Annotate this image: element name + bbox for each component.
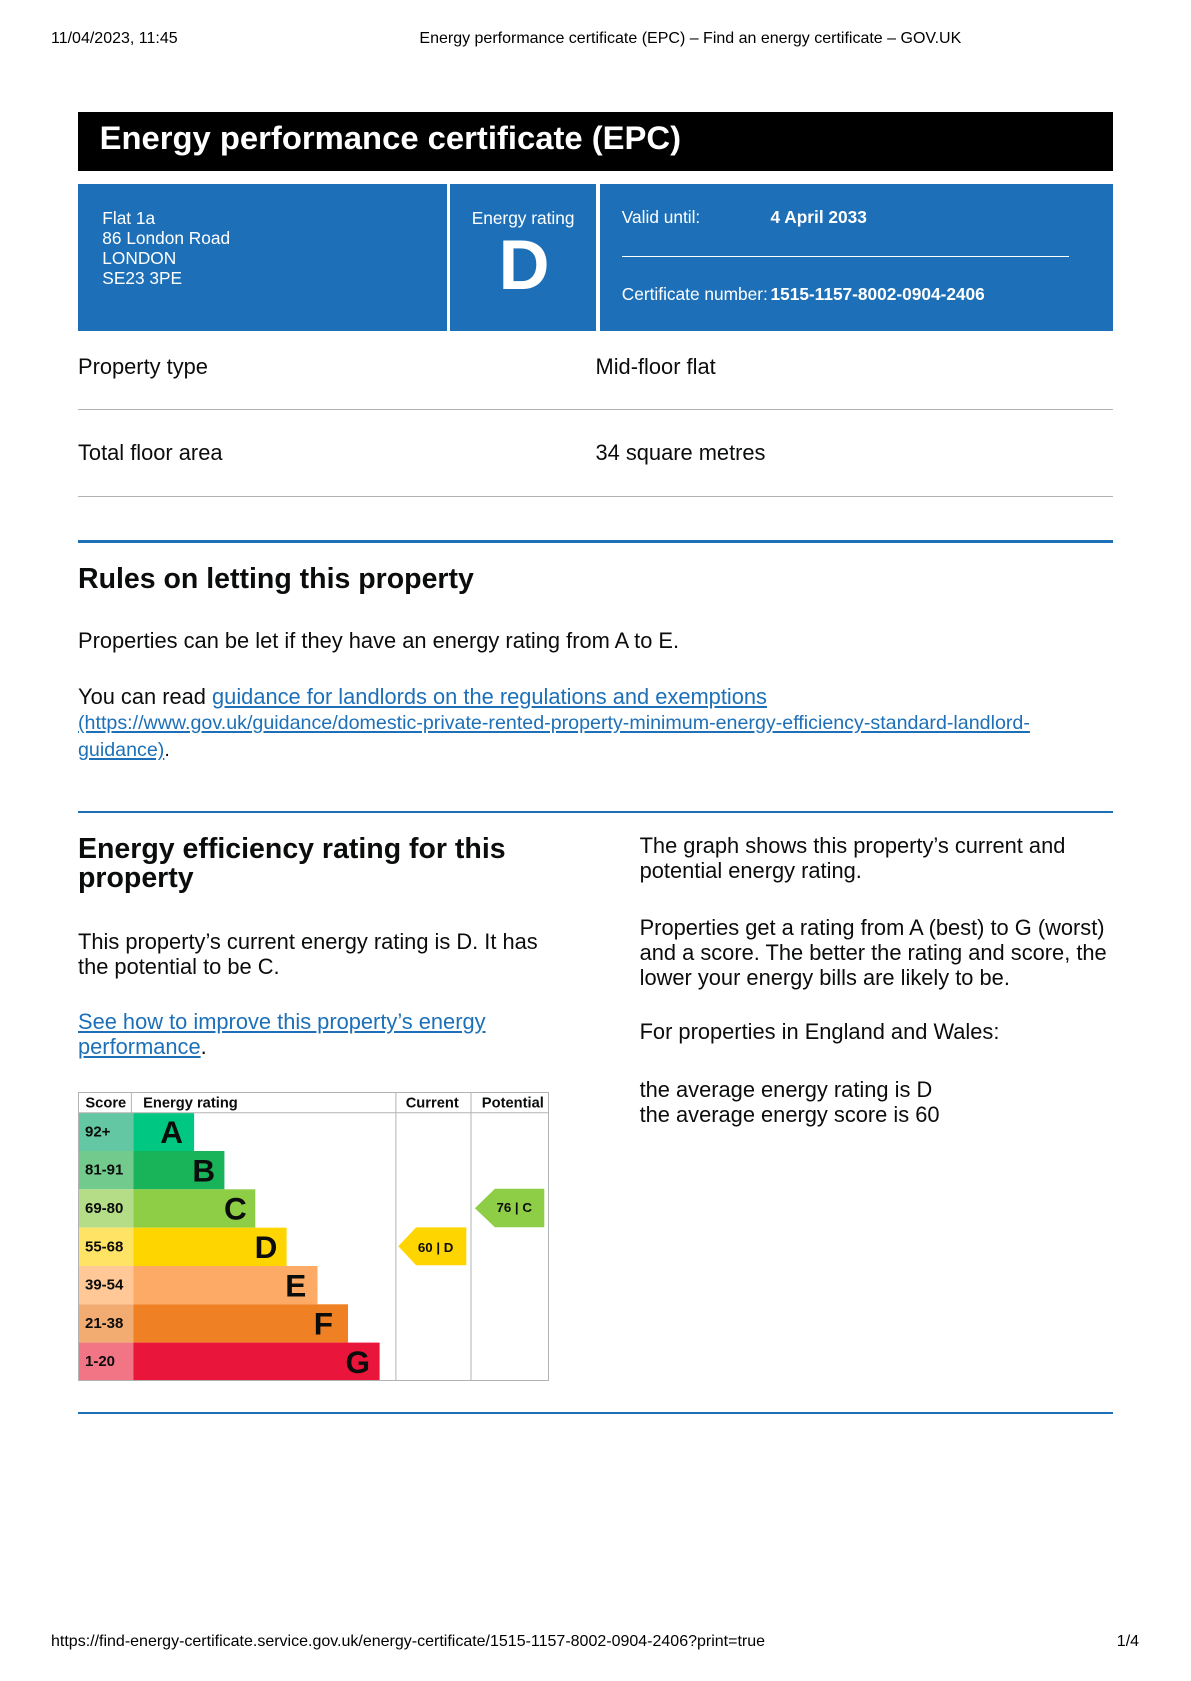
svg-text:21-38: 21-38 [85,1314,123,1331]
svg-text:69-80: 69-80 [85,1199,123,1216]
svg-text:F: F [314,1305,333,1341]
svg-text:81-91: 81-91 [85,1161,123,1178]
svg-text:Score: Score [86,1095,127,1111]
svg-text:76 | C: 76 | C [497,1199,533,1214]
svg-text:Potential: Potential [482,1095,544,1111]
svg-text:G: G [346,1343,371,1379]
svg-text:D: D [255,1228,278,1264]
svg-text:E: E [285,1267,306,1303]
svg-text:60 | D: 60 | D [418,1240,454,1255]
svg-text:1-20: 1-20 [85,1353,115,1370]
svg-text:Current: Current [406,1095,459,1111]
svg-text:A: A [161,1114,184,1150]
svg-text:39-54: 39-54 [85,1276,124,1293]
svg-text:92+: 92+ [85,1123,111,1140]
svg-text:55-68: 55-68 [85,1238,123,1255]
svg-text:B: B [193,1152,216,1188]
svg-text:C: C [224,1190,247,1226]
svg-text:Energy rating: Energy rating [143,1095,238,1111]
